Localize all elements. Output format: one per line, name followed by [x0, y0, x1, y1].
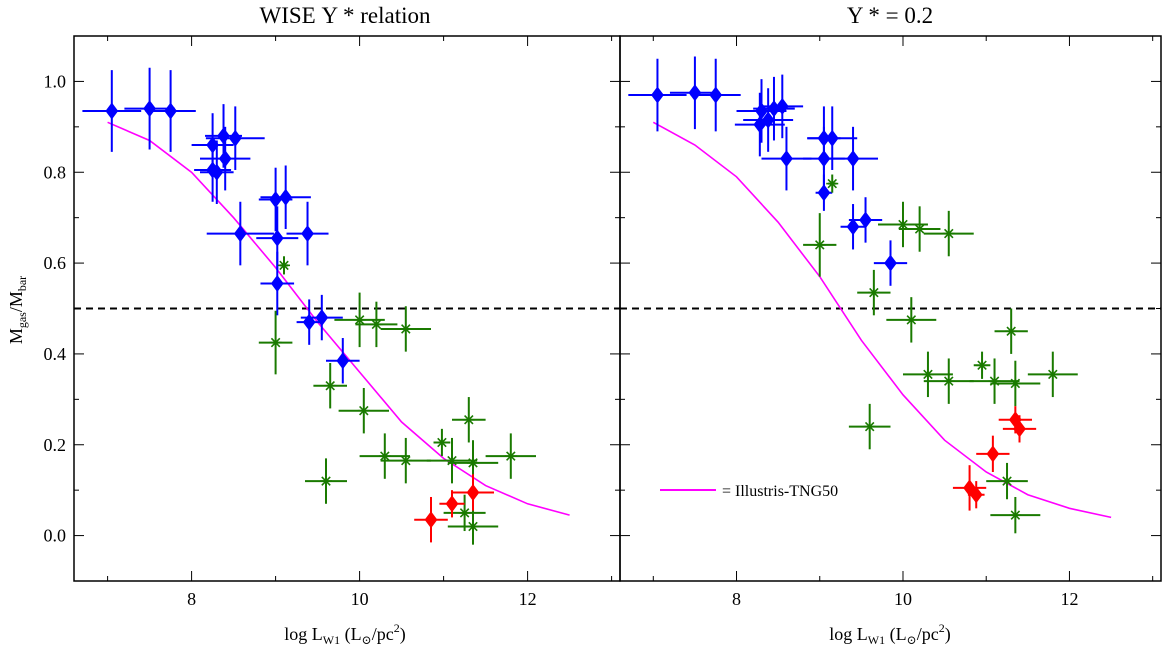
- right-panel-title: Υ * = 0.2: [847, 3, 933, 28]
- diamond-marker: [210, 163, 224, 181]
- diamond-marker: [1013, 420, 1026, 438]
- y-tick-label: 0.6: [44, 253, 67, 273]
- asterisk-marker: [1010, 510, 1021, 520]
- x-tick-label: 10: [351, 589, 369, 609]
- diamond-marker: [846, 218, 860, 236]
- y-tick-label: 0.4: [44, 344, 67, 364]
- asterisk-marker: [1006, 326, 1016, 336]
- asterisk-marker: [354, 315, 365, 325]
- x-tick-label: 12: [519, 589, 537, 609]
- x-tick-label: 8: [187, 589, 196, 609]
- x-tick-label: 10: [894, 589, 912, 609]
- left-x-axis-label: log LW1 (L⊙/pc2): [284, 621, 405, 647]
- right-plot-frame: [619, 35, 1162, 582]
- diamond-marker: [817, 150, 831, 168]
- asterisk-marker: [401, 324, 411, 334]
- model-curve: [652, 121, 1112, 519]
- asterisk-marker: [864, 421, 875, 432]
- right-x-axis-label: log LW1 (L⊙/pc2): [829, 621, 950, 647]
- asterisk-marker: [437, 437, 447, 448]
- diamond-marker: [846, 150, 860, 168]
- diamond-marker: [424, 511, 438, 529]
- x-tick-label: 12: [1060, 589, 1078, 609]
- asterisk-marker: [869, 287, 879, 298]
- diamond-marker: [651, 86, 664, 104]
- diamond-marker: [301, 225, 314, 243]
- left-plot-content: 8 10 12 0.0 0.2 0.4 0.6 0.8 1.0: [44, 36, 620, 609]
- diamond-marker: [315, 309, 329, 327]
- y-axis-label: Mgas/Mbar: [6, 276, 29, 344]
- diamond-marker: [218, 150, 232, 168]
- legend-label: = Illustris-TNG50: [722, 483, 838, 500]
- right-panel: Υ * = 0.2 8 10 12 log LW1 (L⊙/pc2) = Illus…: [619, 3, 1162, 647]
- y-tick-label: 0.2: [44, 435, 67, 455]
- diamond-marker: [817, 184, 831, 202]
- diamond-marker: [825, 129, 839, 147]
- y-tick-label: 0.8: [44, 162, 67, 182]
- asterisk-marker: [270, 337, 281, 348]
- asterisk-marker: [827, 178, 838, 189]
- diamond-marker: [164, 102, 177, 120]
- right-plot-content: 8 10 12: [620, 36, 1161, 609]
- diamond-marker: [228, 129, 242, 147]
- asterisk-marker: [906, 315, 917, 325]
- diamond-marker: [466, 483, 480, 501]
- asterisk-marker: [468, 521, 478, 532]
- diamond-marker: [775, 97, 789, 115]
- asterisk-marker: [401, 455, 411, 466]
- diamond-marker: [279, 188, 293, 206]
- asterisk-marker: [359, 405, 369, 416]
- asterisk-marker: [371, 319, 382, 330]
- diamond-marker: [445, 495, 459, 513]
- asterisk-marker: [943, 228, 954, 239]
- diamond-marker: [336, 352, 350, 370]
- left-plot-frame: [73, 35, 621, 582]
- diamond-marker: [884, 254, 897, 272]
- diamond-marker: [270, 229, 284, 247]
- diamond-marker: [986, 445, 1000, 463]
- asterisk-marker: [943, 376, 954, 386]
- y-tick-label: 1.0: [44, 71, 67, 91]
- asterisk-marker: [506, 451, 516, 461]
- diamond-marker: [143, 100, 156, 118]
- asterisk-marker: [464, 415, 474, 425]
- model-curve: [107, 121, 570, 516]
- diamond-marker: [969, 486, 983, 504]
- x-tick-label: 8: [732, 589, 741, 609]
- asterisk-marker: [1002, 476, 1012, 486]
- diamond-marker: [767, 100, 781, 118]
- asterisk-marker: [923, 369, 933, 380]
- asterisk-marker: [977, 360, 987, 371]
- diamond-marker: [780, 150, 793, 168]
- diamond-marker: [105, 102, 119, 120]
- asterisk-marker: [914, 224, 925, 234]
- asterisk-marker: [1010, 378, 1021, 389]
- diamond-marker: [688, 84, 702, 102]
- left-panel-title: WISE Υ * relation: [260, 3, 431, 28]
- asterisk-marker: [898, 219, 908, 230]
- asterisk-marker: [1048, 369, 1058, 380]
- asterisk-marker: [321, 476, 331, 486]
- diamond-marker: [269, 191, 282, 208]
- legend: = Illustris-TNG50: [660, 483, 838, 500]
- diamond-marker: [761, 111, 775, 129]
- diamond-marker: [217, 127, 230, 145]
- left-panel: WISE Υ * relation 8 10 12 0.0 0.2 0.4 0.6 0.8 1.…: [6, 3, 621, 647]
- asterisk-marker: [468, 458, 478, 468]
- asterisk-marker: [380, 451, 390, 461]
- y-tick-label: 0.0: [44, 526, 67, 546]
- asterisk-marker: [325, 380, 335, 391]
- diamond-marker: [270, 275, 284, 293]
- diamond-marker: [709, 86, 723, 104]
- diamond-marker: [859, 211, 872, 229]
- asterisk-marker: [459, 508, 470, 518]
- asterisk-marker: [279, 260, 289, 271]
- diamond-marker: [233, 225, 247, 243]
- asterisk-marker: [814, 240, 825, 250]
